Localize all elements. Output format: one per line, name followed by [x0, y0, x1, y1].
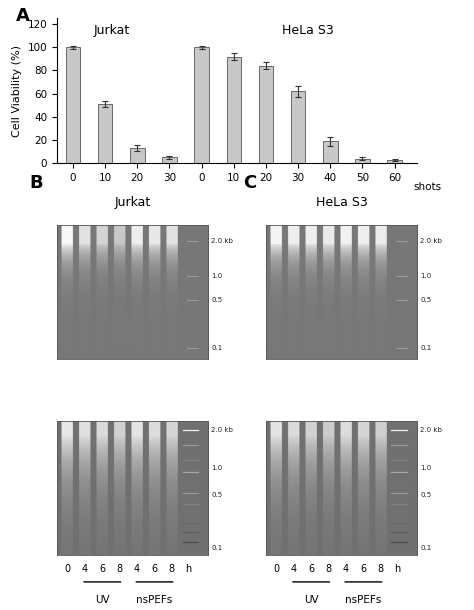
Bar: [323, 141, 337, 163]
Text: Jurkat: Jurkat: [93, 24, 130, 37]
Text: 1.0: 1.0: [211, 273, 222, 279]
Text: 6: 6: [99, 564, 105, 575]
Text: 6: 6: [308, 564, 314, 575]
Text: 0.1: 0.1: [420, 345, 431, 351]
Text: 4: 4: [291, 564, 297, 575]
Bar: [291, 92, 305, 163]
Text: 1.0: 1.0: [211, 465, 222, 471]
Text: 6: 6: [152, 564, 157, 575]
Text: UV: UV: [304, 595, 319, 605]
Text: nsPEFs: nsPEFs: [345, 595, 382, 605]
Text: B: B: [30, 174, 43, 192]
Text: 0.5: 0.5: [211, 492, 222, 498]
Bar: [98, 104, 112, 163]
Text: A: A: [16, 7, 29, 25]
Bar: [227, 57, 241, 163]
Text: 6: 6: [360, 564, 366, 575]
Text: Jurkat: Jurkat: [114, 196, 151, 209]
Bar: [194, 48, 209, 163]
Bar: [162, 157, 177, 163]
Text: shots: shots: [414, 182, 442, 192]
Text: 8: 8: [117, 564, 123, 575]
Bar: [355, 159, 370, 163]
Bar: [387, 160, 402, 163]
Text: 4: 4: [82, 564, 88, 575]
Text: 0.5: 0.5: [420, 492, 431, 498]
Text: 0.1: 0.1: [211, 545, 222, 551]
Text: 0.5: 0.5: [211, 297, 222, 303]
Text: h: h: [394, 564, 400, 575]
Bar: [66, 48, 80, 163]
Text: UV: UV: [95, 595, 109, 605]
Bar: [259, 66, 273, 163]
Text: h: h: [185, 564, 191, 575]
Text: 2.0 kb: 2.0 kb: [211, 428, 233, 434]
Text: 2.0 kb: 2.0 kb: [420, 428, 442, 434]
Text: nsPEFs: nsPEFs: [137, 595, 173, 605]
Text: 0.1: 0.1: [420, 545, 431, 551]
Text: HeLa S3: HeLa S3: [316, 196, 367, 209]
Text: 0: 0: [64, 564, 71, 575]
Text: HeLa S3: HeLa S3: [282, 24, 334, 37]
Text: 0.5: 0.5: [420, 297, 431, 303]
Text: 0.1: 0.1: [211, 345, 222, 351]
Text: 8: 8: [378, 564, 384, 575]
Text: 2.0 kb: 2.0 kb: [211, 239, 233, 244]
Text: C: C: [243, 174, 256, 192]
Text: 1.0: 1.0: [420, 465, 431, 471]
Y-axis label: Cell Viability (%): Cell Viability (%): [12, 45, 22, 137]
Text: 0: 0: [273, 564, 279, 575]
Text: 4: 4: [343, 564, 349, 575]
Text: 2.0 kb: 2.0 kb: [420, 239, 442, 244]
Text: 4: 4: [134, 564, 140, 575]
Bar: [130, 148, 145, 163]
Text: 8: 8: [326, 564, 332, 575]
Text: 1.0: 1.0: [420, 273, 431, 279]
Text: 8: 8: [169, 564, 175, 575]
